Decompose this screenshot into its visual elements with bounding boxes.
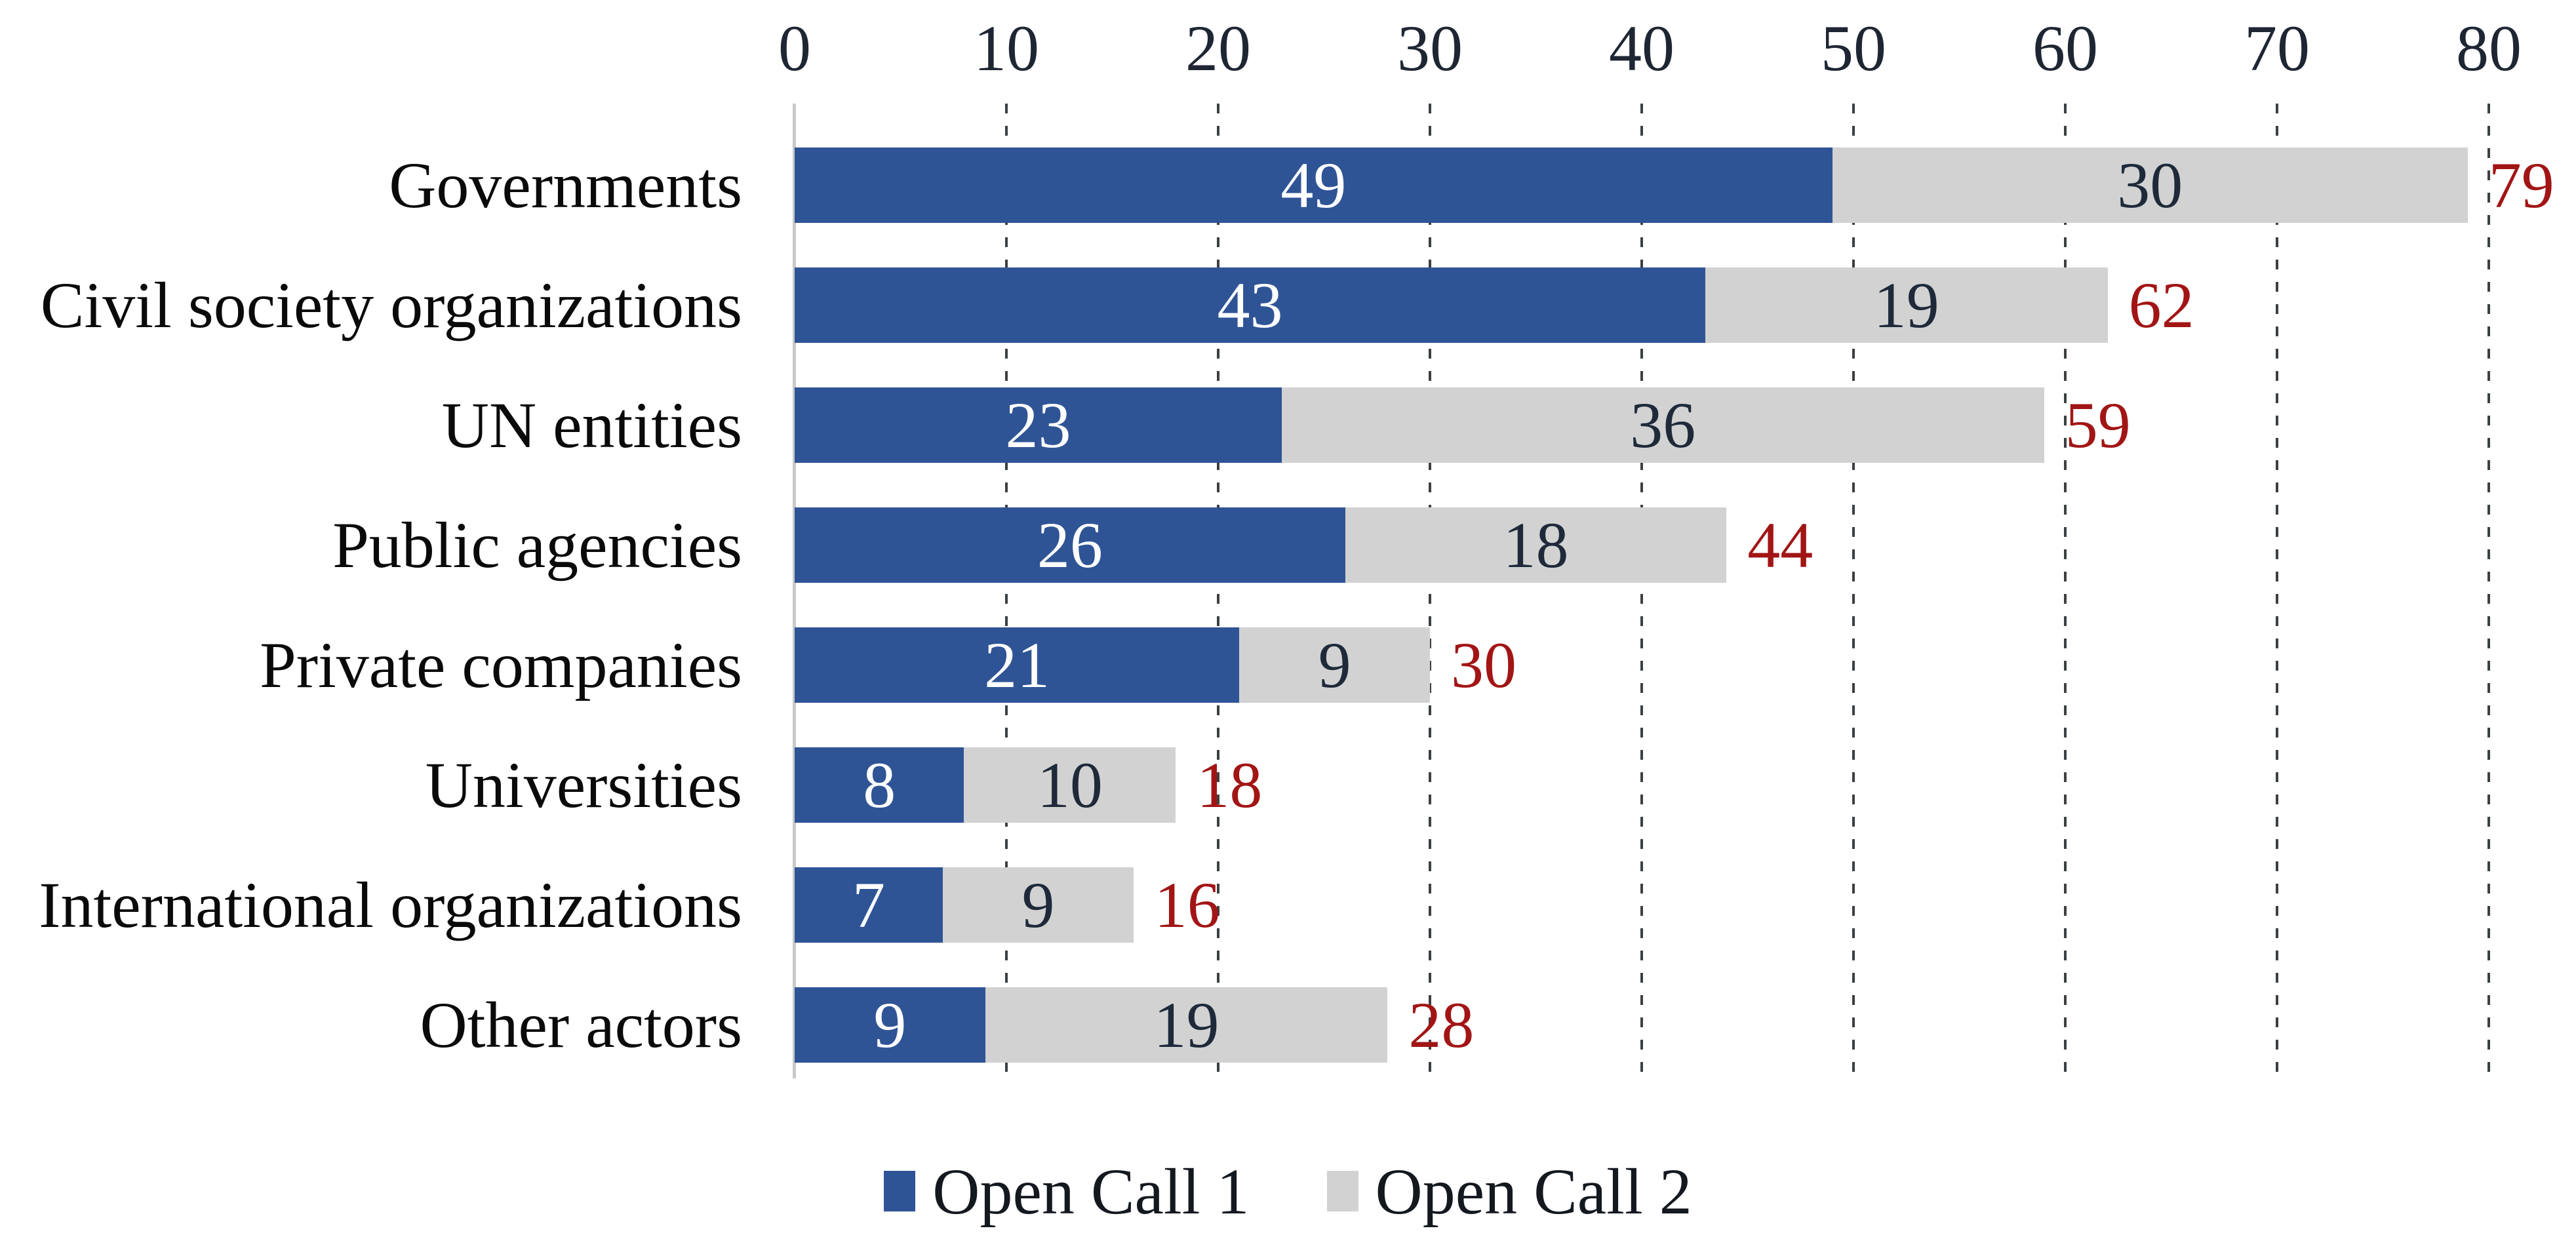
gridline	[1005, 104, 1008, 1078]
bar-value-open-call-1: 9	[873, 989, 907, 1061]
category-label: Private companies	[260, 629, 742, 701]
bar-value-open-call-1: 8	[863, 749, 896, 821]
total-label: 44	[1747, 509, 1813, 581]
total-label: 59	[2065, 389, 2131, 462]
x-tick-label: 60	[2032, 12, 2098, 85]
legend: Open Call 1 Open Call 2	[0, 1146, 2576, 1236]
bar-value-open-call-1: 43	[1217, 269, 1283, 342]
category-label: International organizations	[39, 869, 742, 941]
gridline	[1640, 104, 1643, 1078]
bar-value-open-call-2: 19	[1153, 989, 1219, 1061]
category-label: Governments	[389, 149, 742, 222]
bar-value-open-call-2: 9	[1021, 869, 1055, 941]
bar-segment-open-call-1: 26	[795, 507, 1345, 583]
total-label: 28	[1408, 989, 1475, 1061]
y-axis-line	[793, 104, 796, 1078]
x-tick-label: 20	[1185, 12, 1251, 85]
bar-segment-open-call-2: 9	[943, 867, 1134, 943]
bar-value-open-call-1: 49	[1280, 149, 1347, 222]
bar-segment-open-call-2: 9	[1239, 627, 1430, 703]
bar-segment-open-call-1: 49	[795, 148, 1833, 223]
legend-item-open-call-2: Open Call 2	[1326, 1154, 1692, 1229]
bar-value-open-call-2: 19	[1873, 269, 1939, 342]
category-label: Public agencies	[332, 509, 742, 581]
gridline	[2487, 104, 2490, 1078]
bar-segment-open-call-1: 9	[795, 987, 985, 1063]
bar-value-open-call-1: 23	[1005, 389, 1071, 462]
bar-value-open-call-1: 7	[852, 869, 886, 941]
bar-segment-open-call-2: 10	[964, 747, 1176, 823]
bar-segment-open-call-2: 19	[985, 987, 1388, 1063]
x-tick-label: 40	[1609, 12, 1674, 85]
bar-value-open-call-2: 30	[2117, 149, 2183, 222]
legend-item-open-call-1: Open Call 1	[884, 1154, 1250, 1229]
x-tick-label: 0	[778, 12, 811, 85]
x-tick-label: 70	[2244, 12, 2310, 85]
gridline	[2276, 104, 2278, 1078]
bar-segment-open-call-1: 7	[795, 867, 943, 943]
bar-segment-open-call-2: 30	[1832, 148, 2468, 223]
bar-segment-open-call-1: 8	[795, 747, 964, 823]
bar-value-open-call-2: 9	[1318, 629, 1351, 701]
category-label: UN entities	[441, 389, 742, 462]
category-label: Civil society organizations	[40, 269, 742, 342]
legend-swatch-open-call-2	[1326, 1171, 1358, 1211]
x-tick-label: 50	[1821, 12, 1886, 85]
x-tick-label: 80	[2456, 12, 2522, 85]
x-tick-label: 10	[974, 12, 1039, 85]
bar-segment-open-call-1: 43	[795, 267, 1705, 343]
category-label: Other actors	[420, 989, 742, 1061]
gridline	[1852, 104, 1855, 1078]
legend-swatch-open-call-1	[884, 1171, 916, 1211]
total-label: 79	[2488, 149, 2554, 222]
total-label: 30	[1451, 629, 1516, 701]
bar-segment-open-call-1: 21	[795, 627, 1240, 703]
legend-label-open-call-2: Open Call 2	[1375, 1154, 1692, 1228]
legend-label-open-call-1: Open Call 1	[932, 1154, 1250, 1228]
bar-segment-open-call-2: 19	[1705, 267, 2108, 343]
bar-segment-open-call-2: 36	[1281, 387, 2044, 463]
bar-value-open-call-2: 10	[1037, 749, 1103, 821]
total-label: 16	[1154, 869, 1220, 941]
bar-value-open-call-1: 21	[984, 629, 1050, 701]
bar-segment-open-call-1: 23	[795, 387, 1282, 463]
bar-value-open-call-2: 18	[1503, 509, 1569, 581]
bar-segment-open-call-2: 18	[1345, 507, 1727, 583]
x-tick-label: 30	[1397, 12, 1463, 85]
total-label: 18	[1197, 749, 1263, 821]
gridline	[1217, 104, 1219, 1078]
gridline	[1429, 104, 1431, 1078]
gridline	[2064, 104, 2067, 1078]
bar-value-open-call-2: 36	[1630, 389, 1696, 462]
bar-value-open-call-1: 26	[1037, 509, 1103, 581]
total-label: 62	[2128, 269, 2194, 342]
category-label: Universities	[425, 749, 742, 821]
